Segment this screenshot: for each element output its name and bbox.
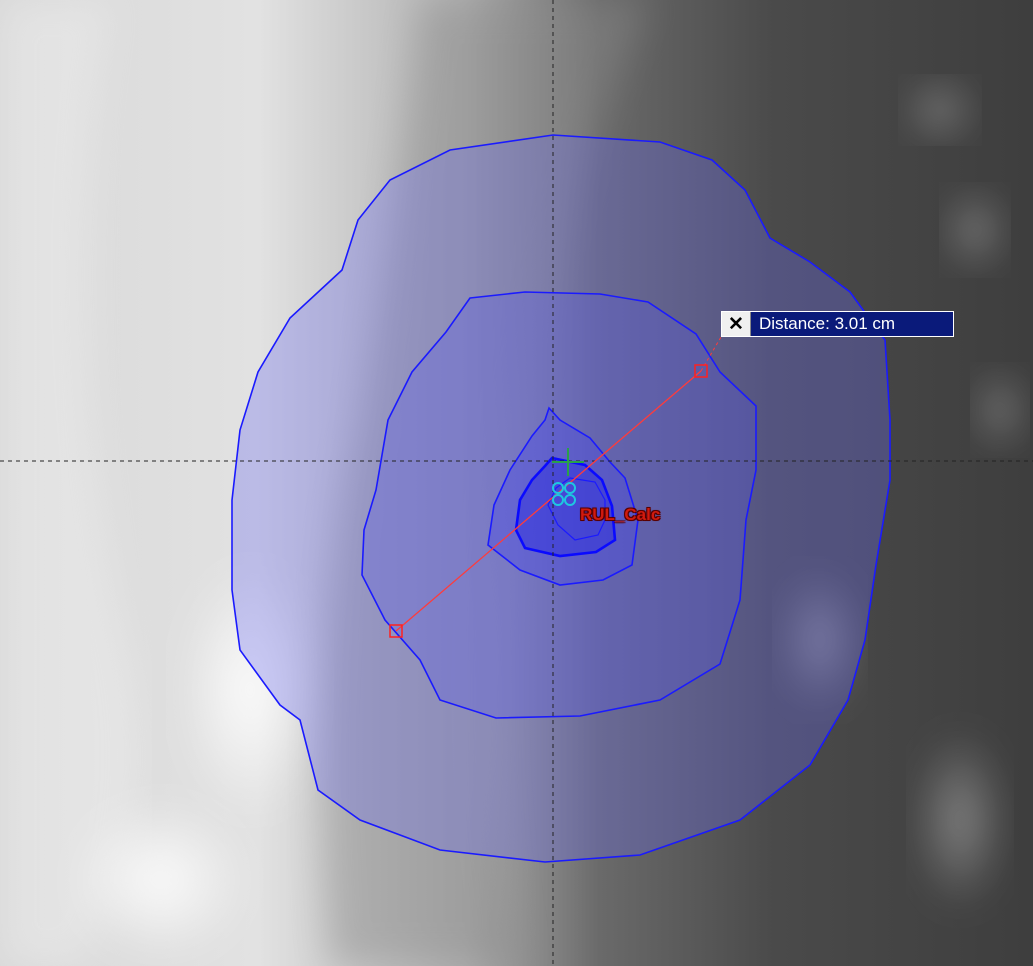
isocenter-marker-icon xyxy=(552,448,584,476)
distance-measurement-label[interactable]: ✕ Distance: 3.01 cm xyxy=(721,311,954,337)
distance-value: Distance: 3.01 cm xyxy=(751,312,953,336)
ruler-start-handle[interactable] xyxy=(389,624,403,638)
ruler-end-handle[interactable] xyxy=(694,364,708,378)
distance-ruler[interactable] xyxy=(389,336,722,638)
close-icon[interactable]: ✕ xyxy=(722,312,751,336)
structure-label[interactable]: RUL_Calc xyxy=(580,505,661,524)
dose-contour[interactable] xyxy=(547,477,606,541)
core-contour[interactable] xyxy=(514,456,617,558)
point-marker-icon xyxy=(552,482,576,506)
